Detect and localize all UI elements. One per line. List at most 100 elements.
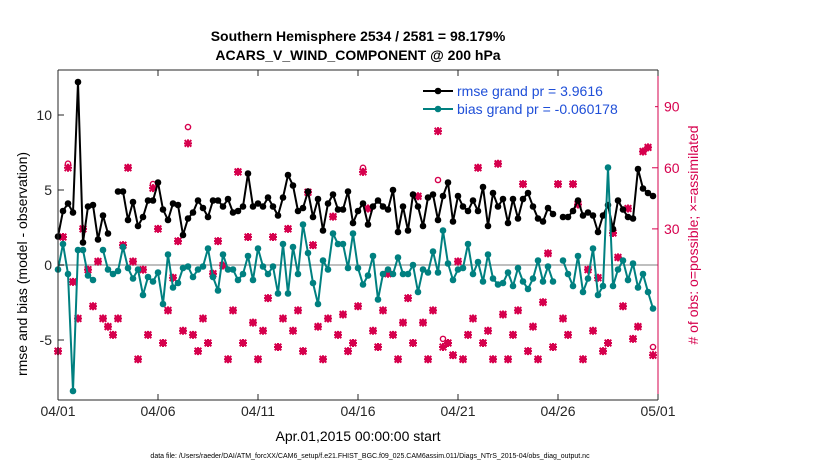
rmse-point [594, 228, 602, 236]
obs-assimilated-marker [378, 306, 388, 315]
rmse-point [179, 231, 187, 239]
obs-assimilated-marker [538, 298, 548, 307]
obs-assimilated-marker [383, 269, 393, 278]
bias-point [624, 276, 632, 284]
obs-assimilated-marker [273, 343, 283, 352]
rmse-point [309, 213, 317, 221]
bias-point [314, 300, 322, 308]
obs-assimilated-marker [148, 184, 158, 193]
rmse-point [529, 203, 537, 210]
obs-assimilated-marker [228, 306, 238, 315]
bias-point [599, 282, 607, 290]
rmse-point [84, 203, 92, 210]
obs-assimilated-marker [483, 326, 493, 335]
rmse-point [69, 209, 77, 216]
bias-point [154, 269, 162, 276]
y2-tick-label: 30 [664, 221, 680, 237]
bias-point [149, 278, 157, 285]
obs-assimilated-marker [188, 330, 198, 339]
y-tick-label: 0 [44, 257, 52, 273]
bias-point [384, 266, 392, 273]
obs-assimilated-marker [618, 302, 628, 311]
bias-point [544, 263, 552, 270]
rmse-point [484, 222, 492, 230]
bias-point [479, 278, 487, 285]
rmse-point [104, 230, 112, 237]
obs-assimilated-marker [523, 347, 533, 356]
bias-point [69, 387, 77, 395]
obs-assimilated-marker [318, 355, 328, 364]
obs-assimilated-marker [578, 355, 588, 364]
obs-assimilated-marker [428, 306, 438, 315]
obs-assimilated-marker [648, 351, 658, 360]
rmse-point [254, 200, 262, 207]
bias-point [334, 240, 342, 248]
obs-assimilated-marker [223, 355, 233, 364]
bias-point [429, 248, 437, 255]
rmse-point [534, 215, 542, 222]
bias-point [399, 270, 407, 278]
obs-assimilated-marker [203, 338, 213, 347]
bias-point [489, 275, 497, 282]
bias-point [419, 266, 427, 273]
bias-point [349, 230, 357, 237]
rmse-point [154, 179, 162, 186]
bias-point [109, 270, 117, 278]
bias-point [294, 270, 302, 278]
bias-point [254, 245, 262, 252]
bias-point [84, 272, 92, 279]
rmse-point [549, 210, 557, 218]
x-axis-label: Apr.01,2015 00:00:00 start [275, 428, 440, 444]
bias-point [579, 288, 587, 296]
rmse-point [539, 218, 547, 225]
obs-assimilated-marker [233, 167, 243, 176]
bias-point [634, 284, 642, 291]
rmse-point [434, 216, 442, 224]
bias-point [234, 276, 242, 284]
rmse-point [269, 203, 277, 210]
chart-subtitle: ACARS_V_WIND_COMPONENT @ 200 hPa [215, 47, 500, 63]
rmse-point [364, 221, 372, 228]
obs-assimilated-marker [358, 167, 368, 176]
bias-point [564, 270, 572, 278]
bias-point [239, 270, 247, 278]
obs-assimilated-marker [503, 355, 513, 364]
rmse-point [314, 195, 322, 203]
rmse-point [64, 200, 72, 207]
bias-point [509, 282, 517, 290]
bias-point [469, 270, 477, 278]
obs-assimilated-marker [168, 273, 178, 282]
obs-assimilated-marker [283, 224, 293, 233]
bias-point [534, 257, 542, 264]
bias-point [79, 246, 87, 254]
rmse-point [149, 197, 157, 204]
obs-assimilated-marker [178, 326, 188, 335]
plot-area: -5 0 5 10 30 60 90 04/01 04/06 04/11 04/16 04/21 04/… [36, 69, 680, 419]
obs-assimilated-marker [88, 302, 98, 311]
rmse-point [379, 203, 387, 210]
obs-assimilated-marker [463, 330, 473, 339]
rmse-point [474, 207, 482, 215]
bias-point [169, 284, 177, 291]
obs-assimilated-marker [393, 355, 403, 364]
obs-assimilated-marker [603, 338, 613, 347]
bias-point [514, 264, 522, 272]
bias-point [194, 266, 202, 273]
obs-assimilated-marker [353, 302, 363, 311]
bias-point [184, 263, 192, 270]
rmse-point [464, 207, 472, 215]
obs-assimilated-marker [263, 294, 273, 303]
bias-point [229, 266, 237, 273]
bias-point [559, 257, 567, 264]
rmse-point [384, 206, 392, 213]
rmse-point [99, 212, 107, 219]
obs-assimilated-marker [323, 314, 333, 323]
bias-point [99, 246, 107, 254]
bias-point [454, 266, 462, 273]
y2-tick-label: 90 [664, 99, 680, 115]
obs-assimilated-marker [338, 310, 348, 319]
obs-assimilated-marker [308, 241, 318, 250]
obs-assimilated-marker [158, 338, 168, 347]
rmse-point [369, 203, 377, 210]
obs-assimilated-marker [198, 314, 208, 323]
